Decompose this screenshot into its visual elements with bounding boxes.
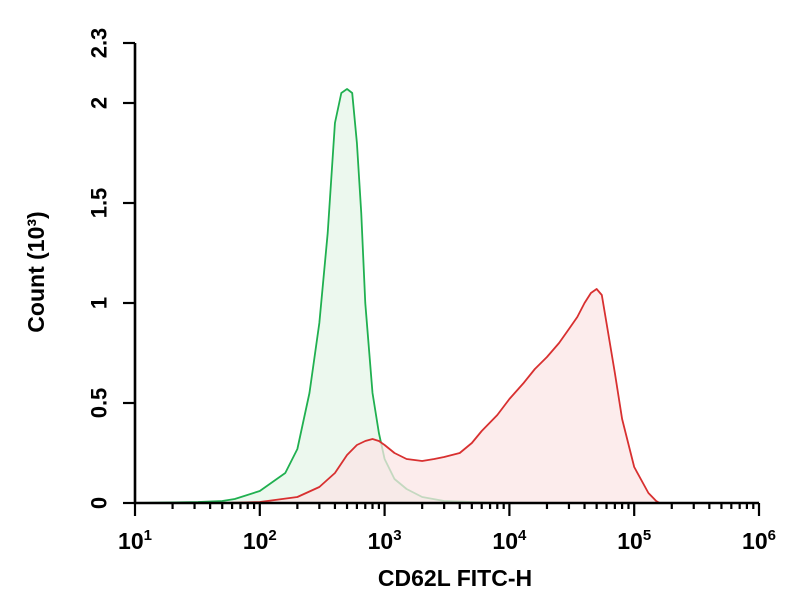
plot-area [134,88,759,504]
y-axis-title: Count (10³) [23,211,49,332]
x-tick-label-4: 105 [617,527,651,554]
x-tick-label-5: 106 [742,527,776,554]
axes: 0 0.5 1 1.5 2 2.3 101 102 103 104 105 106 [87,28,776,554]
x-tick-label-3: 104 [492,527,527,554]
series-1-line [135,288,759,504]
y-tick-label-1: 0.5 [87,388,112,419]
y-tick-label-3: 1.5 [87,188,112,219]
axis-frame [133,43,759,505]
x-tick-label-0: 101 [118,527,152,554]
x-tick-label-1: 102 [243,527,277,554]
series-1-fill [135,289,759,503]
y-tick-label-2: 1 [87,297,112,309]
y-tick-label-4: 2 [87,97,112,109]
y-tick-label-5: 2.3 [87,28,112,59]
x-tick-label-2: 103 [368,527,402,554]
x-axis-title: CD62L FITC-H [378,565,532,591]
y-tick-label-0: 0 [87,497,112,509]
